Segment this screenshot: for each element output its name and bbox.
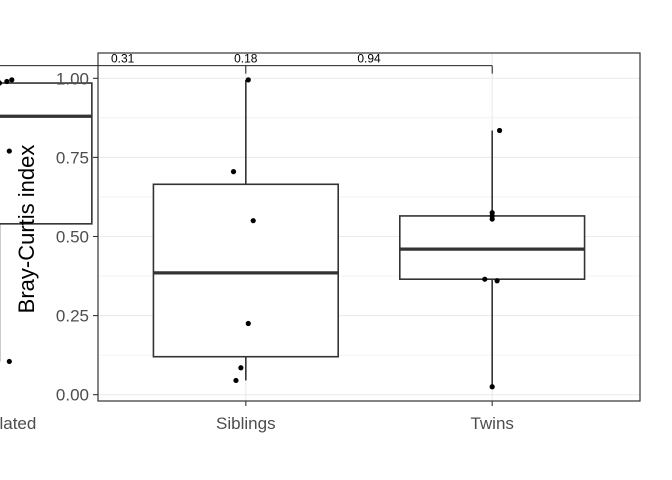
point-layer bbox=[0, 77, 503, 390]
y-axis-title: Bray-Curtis index bbox=[14, 145, 39, 314]
data-point bbox=[494, 278, 500, 284]
data-point bbox=[496, 127, 503, 134]
data-point bbox=[233, 377, 239, 384]
y-tick-label: 1.00 bbox=[56, 69, 89, 88]
box-iqr bbox=[0, 82, 93, 225]
data-point bbox=[0, 80, 3, 86]
x-tick-label: Siblings bbox=[216, 414, 276, 433]
p-value-label: 0.94 bbox=[357, 52, 381, 66]
x-tick-label: Twins bbox=[470, 414, 513, 433]
y-tick-label: 0.25 bbox=[56, 307, 89, 326]
data-point bbox=[238, 365, 244, 371]
data-point bbox=[489, 384, 495, 390]
comparison-bracket-layer: 0.31 0.18 0.94 bbox=[0, 52, 493, 74]
panel-border bbox=[97, 52, 641, 402]
data-point bbox=[4, 78, 10, 85]
x-axis: Unrelated Siblings Twins bbox=[0, 401, 514, 433]
data-point bbox=[489, 216, 495, 222]
box-layer bbox=[0, 79, 586, 387]
box-twins bbox=[398, 130, 586, 387]
data-point bbox=[245, 320, 251, 327]
y-axis: 0.00 0.25 0.50 0.75 1.00 bbox=[56, 69, 98, 405]
x-tick-label: Unrelated bbox=[0, 414, 36, 433]
y-tick-label: 0.50 bbox=[56, 227, 89, 246]
data-point bbox=[230, 169, 237, 175]
box-siblings bbox=[152, 79, 340, 381]
data-point bbox=[9, 77, 15, 83]
data-point bbox=[245, 77, 251, 83]
box-iqr bbox=[152, 183, 340, 358]
p-value-label: 0.31 bbox=[111, 52, 135, 66]
box-unrelated bbox=[0, 79, 93, 362]
data-point bbox=[6, 148, 12, 154]
data-point bbox=[250, 218, 256, 224]
y-tick-label: 0.00 bbox=[56, 386, 89, 405]
y-tick-label: 0.75 bbox=[56, 148, 89, 167]
data-point bbox=[482, 276, 488, 282]
p-value-label: 0.18 bbox=[234, 52, 258, 66]
data-point bbox=[6, 358, 12, 365]
